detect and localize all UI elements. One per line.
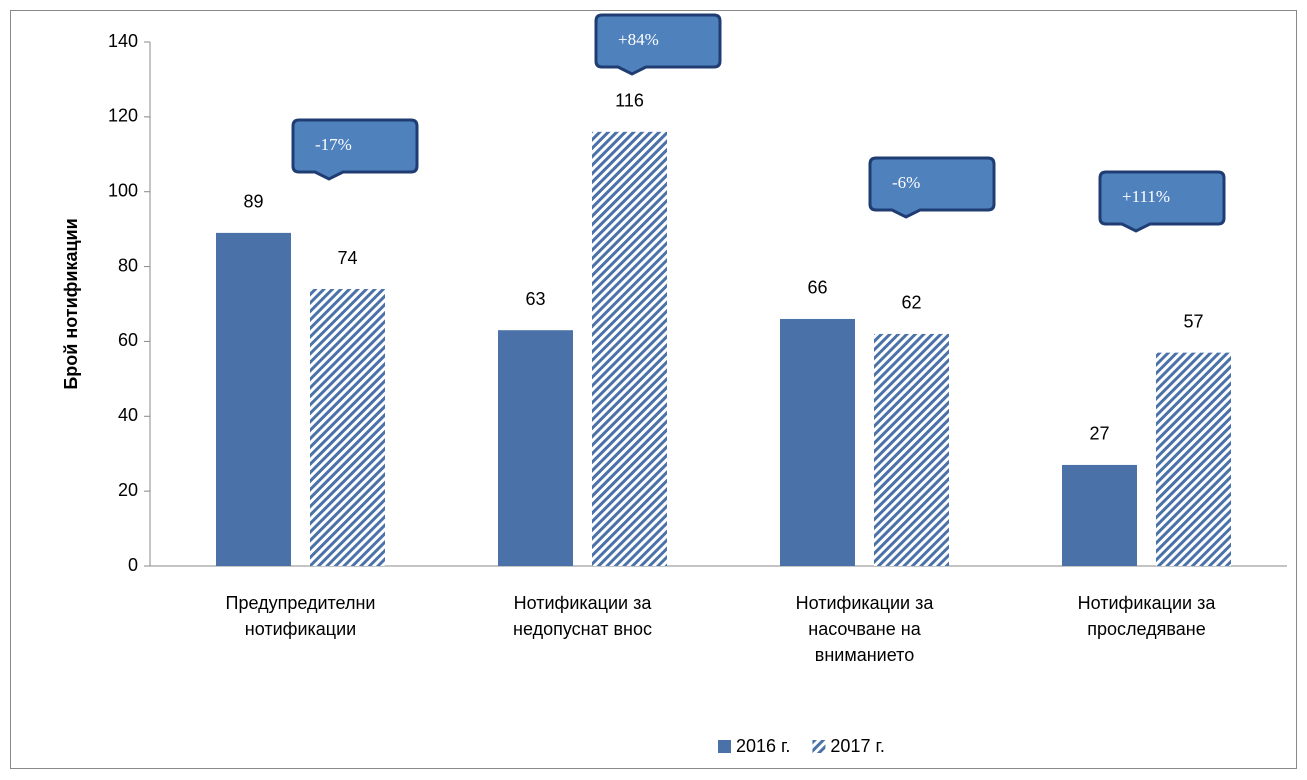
callout-text: -17% xyxy=(315,135,352,154)
bar xyxy=(592,131,667,567)
data-label: 27 xyxy=(1089,424,1109,444)
x-tick-label: Предупредителни нотификации xyxy=(225,593,376,639)
legend-swatch xyxy=(718,740,731,753)
callout-box xyxy=(291,118,419,181)
bar xyxy=(780,318,855,566)
data-label: 116 xyxy=(615,91,644,111)
callout-box xyxy=(594,13,722,76)
chart-border xyxy=(10,10,1297,769)
y-tick-label: 40 xyxy=(118,405,138,425)
data-label: 63 xyxy=(525,289,545,309)
bar xyxy=(874,333,949,566)
data-label: 74 xyxy=(337,248,357,268)
callout-text: +111% xyxy=(1122,187,1170,206)
x-tick-label: Нотификации за проследяване xyxy=(1077,593,1216,639)
bar xyxy=(310,289,385,566)
y-tick-label: 140 xyxy=(108,31,138,51)
legend-label: 2016 г. xyxy=(736,736,790,756)
x-tick-label: Нотификации за недопуснат внос xyxy=(513,593,652,639)
callout-text: -6% xyxy=(892,173,920,192)
callout-box xyxy=(1098,170,1226,233)
bar xyxy=(1062,464,1137,566)
data-label: 66 xyxy=(807,278,827,298)
legend-label: 2017 г. xyxy=(830,736,884,756)
callout: -6% xyxy=(868,156,996,219)
y-tick-label: 20 xyxy=(118,480,138,500)
callout-box xyxy=(868,156,996,219)
callout: +111% xyxy=(1098,170,1226,233)
y-tick-label: 0 xyxy=(128,555,138,575)
bar xyxy=(1156,352,1231,566)
data-label: 57 xyxy=(1183,311,1203,331)
x-tick-label: Нотификации за насочване на вниманието xyxy=(795,593,934,665)
bar xyxy=(498,330,573,566)
callout-text: +84% xyxy=(618,30,659,49)
callout: +84% xyxy=(594,13,722,76)
y-tick-label: 120 xyxy=(108,106,138,126)
y-tick-label: 60 xyxy=(118,330,138,350)
data-label: 89 xyxy=(243,192,263,212)
y-axis-label: Брой нотификации xyxy=(61,218,81,389)
legend-swatch xyxy=(812,740,826,753)
bar xyxy=(216,232,291,566)
y-tick-label: 100 xyxy=(108,180,138,200)
callout: -17% xyxy=(291,118,419,181)
y-tick-label: 80 xyxy=(118,255,138,275)
data-label: 62 xyxy=(901,293,921,313)
